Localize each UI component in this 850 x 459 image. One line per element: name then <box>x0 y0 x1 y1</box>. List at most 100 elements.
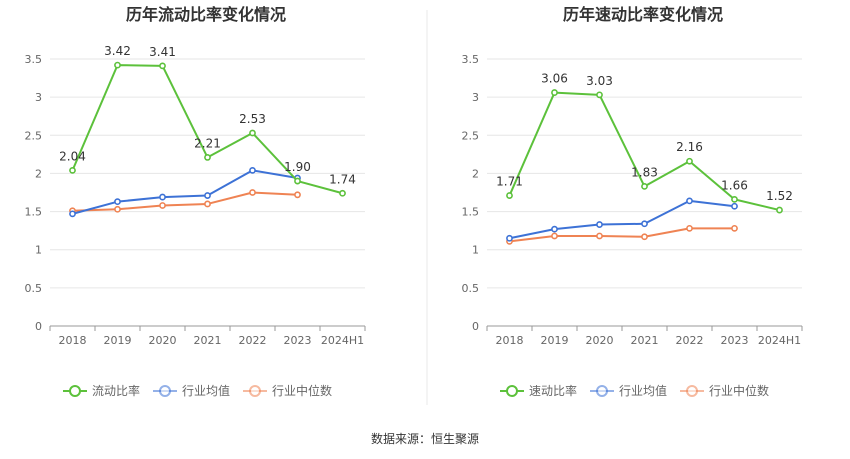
legend-label: 行业中位数 <box>709 383 769 398</box>
legend-item: 行业均值 <box>153 383 230 398</box>
data-point <box>686 157 693 165</box>
legend-item: 行业中位数 <box>243 383 332 398</box>
data-label: 1.74 <box>329 172 356 186</box>
data-point <box>596 91 603 99</box>
x-tick-label: 2024H1 <box>758 334 801 347</box>
data-point <box>294 177 301 185</box>
legend-marker <box>596 385 608 397</box>
data-label: 1.66 <box>721 178 748 192</box>
data-label: 2.16 <box>676 140 703 154</box>
data-point <box>204 200 211 208</box>
data-point <box>551 89 558 96</box>
data-point <box>731 202 738 210</box>
y-tick-label: 0.5 <box>462 282 480 295</box>
y-tick-label: 3.5 <box>462 53 480 66</box>
data-label: 2.53 <box>239 112 266 126</box>
y-tick-label: 3.5 <box>25 53 43 66</box>
y-tick-label: 2 <box>472 167 479 180</box>
legend-item: 行业均值 <box>590 383 667 398</box>
data-point <box>641 233 648 241</box>
y-tick-label: 2 <box>35 167 42 180</box>
legend-marker <box>249 385 261 397</box>
legend-marker <box>159 385 171 397</box>
series-line-2 <box>509 227 735 243</box>
data-point <box>114 198 121 206</box>
y-tick-label: 2.5 <box>25 129 43 142</box>
data-point <box>506 234 513 242</box>
data-point <box>249 129 256 137</box>
data-label: 1.71 <box>496 175 523 189</box>
series-line-2 <box>72 191 298 212</box>
data-point <box>641 182 648 190</box>
data-point <box>159 62 166 70</box>
data-point <box>686 224 693 232</box>
y-tick-label: 3 <box>35 91 42 104</box>
y-tick-label: 2.5 <box>462 129 480 142</box>
legend-label: 速动比率 <box>529 383 577 398</box>
data-point <box>204 192 211 199</box>
data-point <box>339 189 346 197</box>
data-label: 2.04 <box>59 149 86 163</box>
legend-item: 流动比率 <box>63 383 140 398</box>
legend-marker <box>686 385 698 397</box>
data-label: 2.21 <box>194 136 221 150</box>
data-point <box>249 189 256 196</box>
data-label: 1.90 <box>284 160 311 174</box>
chart-title: 历年流动比率变化情况 <box>126 5 286 24</box>
legend-label: 行业均值 <box>619 383 667 398</box>
y-tick-label: 1 <box>472 244 479 257</box>
data-point <box>731 195 738 203</box>
x-tick-label: 2018 <box>59 334 87 347</box>
y-tick-label: 0 <box>35 320 42 333</box>
data-point <box>294 191 301 199</box>
data-point <box>204 154 211 161</box>
legend-marker <box>506 385 518 397</box>
legend-item: 行业中位数 <box>680 383 769 398</box>
x-tick-label: 2023 <box>721 334 749 347</box>
y-tick-label: 0 <box>472 320 479 333</box>
series-line-0 <box>508 91 780 212</box>
legend-label: 流动比率 <box>92 383 140 398</box>
data-label: 3.06 <box>541 72 568 86</box>
y-tick-label: 1 <box>35 244 42 257</box>
data-point <box>249 166 256 174</box>
x-tick-label: 2022 <box>239 334 267 347</box>
data-label: 1.52 <box>766 189 793 203</box>
y-tick-label: 1.5 <box>25 206 43 219</box>
data-label: 3.41 <box>149 45 176 59</box>
x-tick-label: 2019 <box>541 334 569 347</box>
data-point <box>731 224 738 232</box>
series-line-1 <box>509 199 735 240</box>
x-tick-label: 2022 <box>676 334 704 347</box>
data-point <box>641 220 648 228</box>
x-tick-label: 2018 <box>496 334 524 347</box>
legend-label: 行业均值 <box>182 383 230 398</box>
source-text: 数据来源：恒生聚源 <box>371 431 479 446</box>
legend-label: 行业中位数 <box>272 383 332 398</box>
data-point <box>551 232 558 240</box>
x-tick-label: 2021 <box>631 334 659 347</box>
x-tick-label: 2024H1 <box>321 334 364 347</box>
data-label: 3.03 <box>586 74 613 88</box>
chart-title: 历年速动比率变化情况 <box>563 5 723 24</box>
data-point <box>159 193 166 201</box>
y-tick-label: 0.5 <box>25 282 43 295</box>
x-tick-label: 2019 <box>104 334 132 347</box>
legend-item: 速动比率 <box>500 383 577 398</box>
legend-marker <box>69 385 81 397</box>
data-point <box>551 225 558 233</box>
data-point <box>776 206 783 214</box>
x-tick-label: 2020 <box>149 334 177 347</box>
data-point <box>159 202 166 209</box>
data-point <box>596 232 603 240</box>
x-tick-label: 2023 <box>284 334 312 347</box>
series-line-1 <box>72 169 298 215</box>
data-point <box>596 221 603 228</box>
data-point <box>506 192 513 199</box>
y-tick-label: 1.5 <box>462 206 480 219</box>
data-point <box>69 166 76 174</box>
data-point <box>69 210 76 218</box>
